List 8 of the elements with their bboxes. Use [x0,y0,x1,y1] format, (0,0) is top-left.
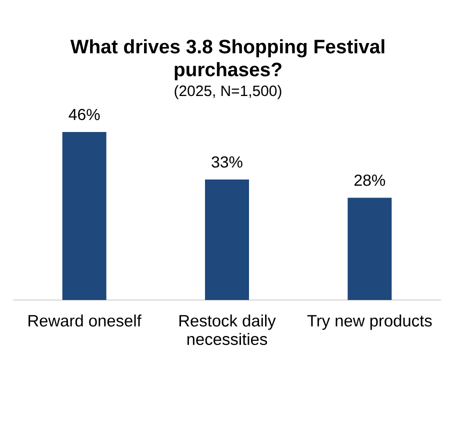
x-tick-label: Try new products [307,314,432,330]
x-tick-label: Restock daily necessities [179,314,276,346]
x-tick-label: Reward oneself [28,314,142,327]
data-label: 33% [212,156,242,168]
data-label: 28% [354,174,386,186]
chart-subtitle: (2025, N=1,500) [174,85,282,100]
chart-title: What drives 3.8 Shopping Festival purchases? [70,39,384,80]
data-label: 46% [68,108,100,120]
